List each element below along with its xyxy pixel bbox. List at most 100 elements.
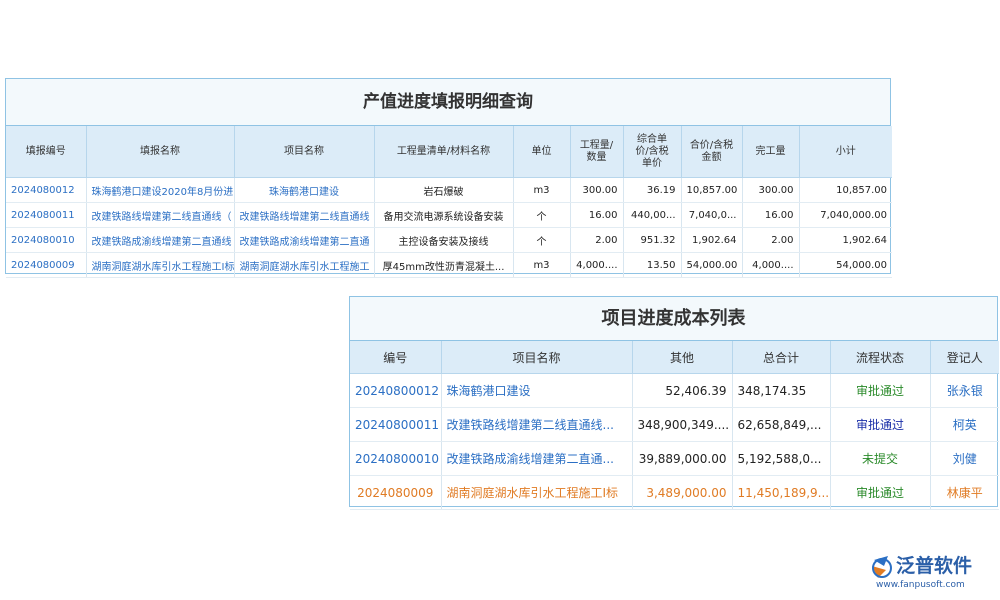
- cell: 湖南洞庭湖水库引水工程施工I标: [86, 252, 235, 278]
- header-line: 金额: [701, 151, 722, 163]
- cell: 林康平: [930, 475, 999, 510]
- cell: 1,902.64: [799, 227, 892, 253]
- header-cell: 填报名称: [86, 126, 235, 178]
- header-cell: 项目名称: [441, 341, 633, 374]
- cell: 52,406.39: [632, 373, 733, 408]
- cell: 2024080012: [6, 177, 87, 203]
- header-cell: 工程量清单/材料名称: [374, 126, 514, 178]
- row: 20240800012 珠海鹤港口建设 52,406.39 348,174.35 审批通…: [350, 373, 999, 408]
- cell: 20240800011: [350, 407, 442, 442]
- cell: 改建铁路成渝线增建第二直通线: [86, 227, 235, 253]
- cell: 7,040,0...: [681, 202, 743, 228]
- header-cell: 编号: [350, 341, 442, 374]
- cell: 4,000....: [742, 252, 800, 278]
- cell: 未提交: [830, 441, 931, 476]
- cell: 7,040,000.00: [799, 202, 892, 228]
- row: 20240800010 改建铁路成渝线增建第二直通... 39,889,000.00…: [350, 441, 999, 476]
- cell: 13.50: [623, 252, 682, 278]
- cell: 张永银: [930, 373, 999, 408]
- detail-panel: 产值进度填报明细查询 填报编号 填报名称 项目名称 工程量清单/材料名称 单位 工程量/数…: [5, 78, 892, 278]
- cell: 348,900,349....: [632, 407, 733, 442]
- header-cell: 填报编号: [6, 126, 87, 178]
- cell: 改建铁路线增建第二线直通线: [234, 202, 375, 228]
- cell: 2024080009: [6, 252, 87, 278]
- cell: 10,857.00: [681, 177, 743, 203]
- cell: 62,658,849,...: [732, 407, 831, 442]
- header-row: 填报编号 填报名称 项目名称 工程量清单/材料名称 单位 工程量/数量 综合单 价/含税 单价合…: [6, 126, 892, 178]
- header-cell: 小计: [799, 126, 892, 178]
- row: 2024080011 改建铁路线增建第二线直通线（ 改建铁路线增建第二线直通线 备用交…: [6, 202, 892, 228]
- header-line: 填报编号: [25, 145, 66, 157]
- cell: 厚45mm改性沥青混凝土...: [374, 252, 514, 278]
- cell: m3: [513, 252, 571, 278]
- cell: 348,174.35: [732, 373, 831, 408]
- header-line: 单位: [531, 145, 552, 157]
- cell: 2024080010: [6, 227, 87, 253]
- cell: 湖南洞庭湖水库引水工程施工I标: [441, 475, 633, 510]
- header-line: 小计: [835, 145, 856, 157]
- row: 2024080012 珠海鹤港口建设2020年8月份进 珠海鹤港口建设 岩石爆破 m3 3…: [6, 177, 892, 203]
- cell: 951.32: [623, 227, 682, 253]
- cell: 改建铁路成渝线增建第二直通...: [441, 441, 633, 476]
- cell: 岩石爆破: [374, 177, 514, 203]
- cell: 1,902.64: [681, 227, 743, 253]
- cell: m3: [513, 177, 571, 203]
- header-cell: 单位: [513, 126, 571, 178]
- cell: 珠海鹤港口建设: [234, 177, 375, 203]
- cell: 2.00: [742, 227, 800, 253]
- cell: 5,192,588,0...: [732, 441, 831, 476]
- cell: 39,889,000.00: [632, 441, 733, 476]
- panel-title: 产值进度填报明细查询: [6, 79, 890, 126]
- cell: 刘健: [930, 441, 999, 476]
- header-line: 价/含税: [635, 145, 669, 157]
- row: 2024080010 改建铁路成渝线增建第二直通线 改建铁路成渝线增建第二直通 主控设…: [6, 227, 892, 253]
- cell: 20240800012: [350, 373, 442, 408]
- cell: 10,857.00: [799, 177, 892, 203]
- header-row: 编号 项目名称 其他 总合计 流程状态 登记人: [350, 341, 999, 374]
- cell: 珠海鹤港口建设: [441, 373, 633, 408]
- header-line: 合价/含税: [689, 139, 734, 151]
- cell: 2.00: [570, 227, 624, 253]
- cell: 个: [513, 202, 571, 228]
- cell: 改建铁路成渝线增建第二直通: [234, 227, 375, 253]
- header-line: 完工量: [755, 145, 786, 157]
- logo-name: 泛普软件: [896, 554, 972, 577]
- header-line: 单价: [642, 157, 662, 169]
- cell: 54,000.00: [681, 252, 743, 278]
- header-line: 工程量清单/材料名称: [396, 145, 491, 157]
- cell: 4,000....: [570, 252, 624, 278]
- cell: 440,00...: [623, 202, 682, 228]
- cell: 备用交流电源系统设备安装: [374, 202, 514, 228]
- logo-url: www.fanpusoft.com: [876, 580, 965, 590]
- cell: 审批通过: [830, 475, 931, 510]
- header-cell: 合价/含税 金额: [681, 126, 743, 178]
- cell: 2024080009: [350, 475, 442, 510]
- panel-title: 项目进度成本列表: [350, 297, 997, 341]
- cell: 2024080011: [6, 202, 87, 228]
- logo-graphic: 泛普软件 www.fanpusoft.com: [872, 554, 972, 590]
- header-cell: 工程量/数量: [570, 126, 624, 178]
- cell: 审批通过: [830, 407, 931, 442]
- cell: 改建铁路线增建第二线直通线...: [441, 407, 633, 442]
- cell: 54,000.00: [799, 252, 892, 278]
- header-cell: 完工量: [742, 126, 800, 178]
- cell: 20240800010: [350, 441, 442, 476]
- cell: 11,450,189,9...: [732, 475, 831, 510]
- header-line: 项目名称: [284, 145, 324, 157]
- cell: 审批通过: [830, 373, 931, 408]
- header-line: 填报名称: [140, 145, 180, 157]
- row: 20240800011 改建铁路线增建第二线直通线... 348,900,349..…: [350, 407, 999, 442]
- detail-table: 填报编号 填报名称 项目名称 工程量清单/材料名称 单位 工程量/数量 综合单 价/含税 单价合…: [6, 126, 892, 278]
- header-line: 数量: [586, 151, 607, 163]
- cell: 主控设备安装及接线: [374, 227, 514, 253]
- header-cell: 综合单 价/含税 单价: [623, 126, 682, 178]
- header-cell: 总合计: [732, 341, 831, 374]
- header-cell: 项目名称: [234, 126, 375, 178]
- header-line: 综合单: [637, 133, 667, 145]
- row: 2024080009 湖南洞庭湖水库引水工程施工I标 湖南洞庭湖水库引水工程施工 厚4…: [6, 252, 892, 278]
- cell: 改建铁路线增建第二线直通线（: [86, 202, 235, 228]
- cell: 3,489,000.00: [632, 475, 733, 510]
- header-cell: 其他: [632, 341, 733, 374]
- cell: 36.19: [623, 177, 682, 203]
